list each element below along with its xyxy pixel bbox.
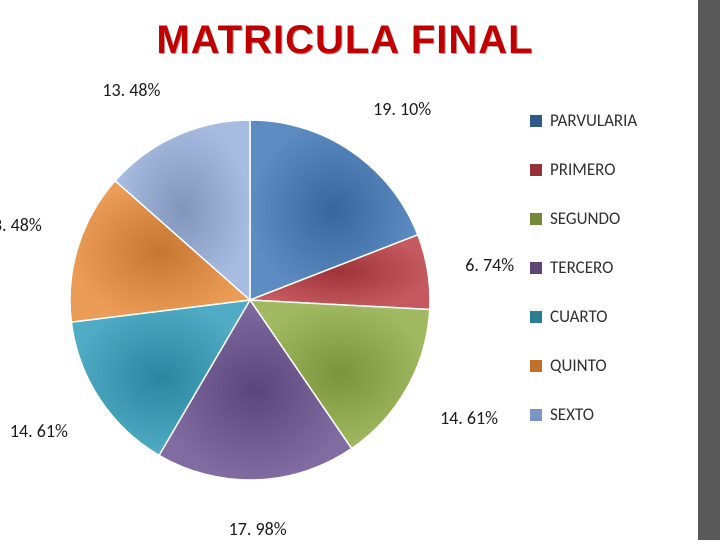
legend-text: SEGUNDO — [550, 208, 620, 229]
legend-item-cuarto: CUARTO — [530, 306, 680, 327]
legend-text: TERCERO — [550, 257, 613, 278]
legend-item-segundo: SEGUNDO — [530, 208, 680, 229]
slice-label-parvularia: 19. 10% — [373, 98, 431, 120]
pie-chart-container: 19. 10%6. 74%14. 61%17. 98%14. 61%13. 48… — [40, 90, 680, 520]
slice-label-tercero: 17. 98% — [229, 518, 287, 540]
slice-label-sexto: 13. 48% — [102, 79, 160, 101]
decorative-right-strip — [694, 0, 720, 540]
legend-text: CUARTO — [550, 306, 608, 327]
slice-label-cuarto: 14. 61% — [10, 420, 68, 442]
legend-swatch — [530, 115, 542, 127]
legend-item-tercero: TERCERO — [530, 257, 680, 278]
slice-label-quinto: 13. 48% — [0, 214, 42, 236]
legend-text: SEXTO — [550, 404, 594, 425]
legend-swatch — [530, 360, 542, 372]
legend-text: PARVULARIA — [550, 110, 637, 131]
legend-item-quinto: QUINTO — [530, 355, 680, 376]
slice-label-segundo: 14. 61% — [440, 407, 498, 429]
legend-item-parvularia: PARVULARIA — [530, 110, 680, 131]
legend-text: PRIMERO — [550, 159, 615, 180]
legend-text: QUINTO — [550, 355, 607, 376]
legend-swatch — [530, 164, 542, 176]
slice-label-primero: 6. 74% — [465, 254, 514, 276]
legend-item-sexto: SEXTO — [530, 404, 680, 425]
legend-item-primero: PRIMERO — [530, 159, 680, 180]
legend-swatch — [530, 409, 542, 421]
pie-chart — [2, 52, 498, 548]
legend-swatch — [530, 262, 542, 274]
legend-swatch — [530, 311, 542, 323]
legend: PARVULARIA PRIMERO SEGUNDO TERCERO CUARTO QUI… — [530, 110, 680, 425]
legend-swatch — [530, 213, 542, 225]
